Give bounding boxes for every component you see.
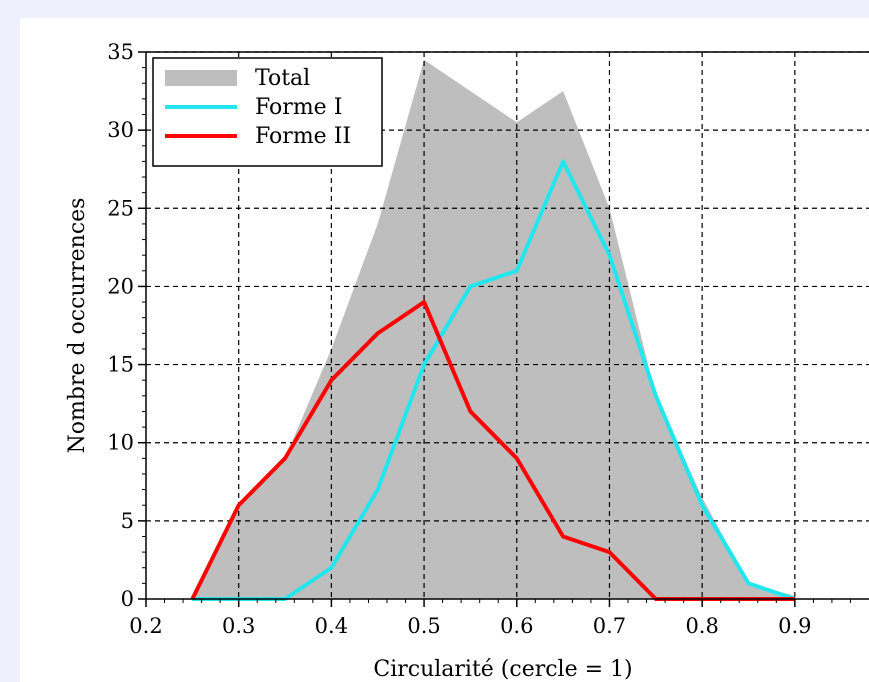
area-layer	[192, 59, 795, 600]
y-tick-label: 25	[107, 196, 134, 220]
legend: Total Forme I Forme II	[152, 57, 383, 167]
series-area-total	[192, 59, 795, 600]
x-tick-label: 0.7	[593, 614, 626, 638]
x-tick-label: 0.2	[129, 614, 162, 638]
legend-label-forme-i: Forme I	[255, 95, 342, 120]
series-line-forme-i	[192, 159, 796, 601]
y-tick-label: 30	[107, 118, 134, 142]
legend-label-total: Total	[255, 66, 310, 91]
x-tick-label: 0.3	[222, 614, 255, 638]
axes-layer: 0.2 0.3 0.4 0.5 0.6 0.7 0.8 0.9 0 5 10 15 20 25 30 35	[107, 40, 869, 638]
y-axis-label: Nombre d occurrences	[65, 198, 90, 454]
y-tick-label: 20	[107, 274, 134, 298]
y-tick-label: 10	[107, 431, 134, 455]
x-tick-label: 0.4	[315, 614, 348, 638]
y-tick-label: 0	[121, 587, 134, 611]
x-tick-label: 0.5	[407, 614, 440, 638]
x-axis-label: Circularité (cercle = 1)	[373, 657, 632, 682]
y-tick-label: 15	[107, 353, 134, 377]
y-tick-label: 35	[107, 40, 134, 64]
y-tick-label: 5	[121, 509, 134, 533]
legend-swatch-total	[165, 70, 237, 86]
legend-label-forme-ii: Forme II	[255, 124, 351, 149]
x-tick-label: 0.8	[685, 614, 718, 638]
x-tick-label: 0.9	[778, 614, 811, 638]
x-tick-label: 0.6	[500, 614, 533, 638]
